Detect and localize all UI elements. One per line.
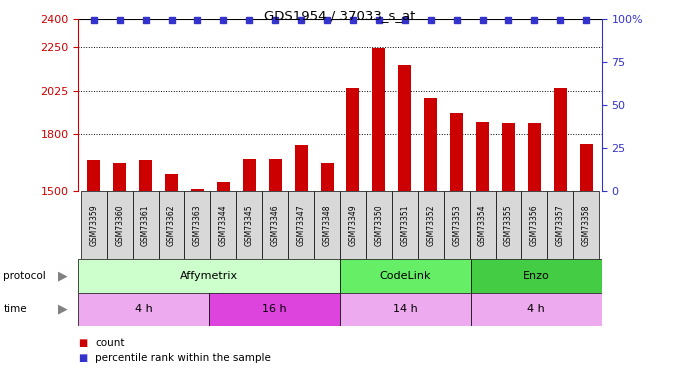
Bar [165, 174, 178, 191]
Text: percentile rank within the sample: percentile rank within the sample [95, 353, 271, 363]
Text: 14 h: 14 h [393, 304, 418, 314]
Text: GSM73353: GSM73353 [452, 204, 461, 246]
Text: GSM73363: GSM73363 [193, 204, 202, 246]
Bar [87, 160, 100, 191]
Bar [288, 191, 314, 259]
Bar [573, 191, 599, 259]
Bar [580, 144, 593, 191]
Bar [471, 259, 602, 292]
Text: GSM73362: GSM73362 [167, 204, 176, 246]
Text: GSM73354: GSM73354 [478, 204, 487, 246]
Bar [547, 191, 573, 259]
Bar [471, 292, 602, 326]
Text: Enzo: Enzo [523, 271, 549, 280]
Text: ▶: ▶ [58, 269, 68, 282]
Bar [366, 191, 392, 259]
Bar [470, 191, 496, 259]
Text: GSM73350: GSM73350 [375, 204, 384, 246]
Text: GSM73347: GSM73347 [296, 204, 305, 246]
Text: GSM73361: GSM73361 [141, 204, 150, 246]
Text: GSM73355: GSM73355 [504, 204, 513, 246]
Text: CodeLink: CodeLink [379, 271, 431, 280]
Text: GSM73351: GSM73351 [401, 204, 409, 246]
Bar [340, 259, 471, 292]
Bar [502, 123, 515, 191]
Bar [522, 191, 547, 259]
Bar [443, 191, 470, 259]
Text: 16 h: 16 h [262, 304, 287, 314]
Bar [113, 162, 126, 191]
Bar [243, 159, 256, 191]
Bar [184, 191, 210, 259]
Text: 4 h: 4 h [135, 304, 152, 314]
Bar [450, 112, 463, 191]
Bar [158, 191, 184, 259]
Bar [347, 88, 360, 191]
Bar [217, 182, 230, 191]
Text: count: count [95, 338, 124, 348]
Bar [269, 159, 282, 191]
Bar [237, 191, 262, 259]
Bar [424, 98, 437, 191]
Text: GSM73360: GSM73360 [115, 204, 124, 246]
Text: GSM73359: GSM73359 [89, 204, 98, 246]
Bar [554, 88, 567, 191]
Text: GSM73357: GSM73357 [556, 204, 565, 246]
Text: GSM73352: GSM73352 [426, 204, 435, 246]
Text: GDS1954 / 37033_s_at: GDS1954 / 37033_s_at [265, 9, 415, 22]
Text: protocol: protocol [3, 271, 46, 280]
Bar [373, 48, 386, 191]
Bar [107, 191, 133, 259]
Bar [398, 65, 411, 191]
Bar [314, 191, 340, 259]
Text: time: time [3, 304, 27, 314]
Bar [191, 189, 204, 191]
Bar [262, 191, 288, 259]
Bar [210, 191, 237, 259]
Bar [78, 292, 209, 326]
Bar [133, 191, 158, 259]
Bar [320, 164, 333, 191]
Text: ■: ■ [78, 338, 88, 348]
Text: GSM73344: GSM73344 [219, 204, 228, 246]
Bar [528, 123, 541, 191]
Text: GSM73356: GSM73356 [530, 204, 539, 246]
Text: Affymetrix: Affymetrix [180, 271, 238, 280]
Text: GSM73358: GSM73358 [582, 204, 591, 246]
Text: GSM73349: GSM73349 [348, 204, 358, 246]
Bar [139, 160, 152, 191]
Bar [392, 191, 418, 259]
Text: ■: ■ [78, 353, 88, 363]
Bar [209, 292, 340, 326]
Bar [81, 191, 107, 259]
Bar [294, 145, 307, 191]
Bar [340, 191, 366, 259]
Text: GSM73346: GSM73346 [271, 204, 279, 246]
Text: 4 h: 4 h [528, 304, 545, 314]
Bar [418, 191, 443, 259]
Bar [78, 259, 340, 292]
Bar [340, 292, 471, 326]
Text: ▶: ▶ [58, 303, 68, 316]
Bar [496, 191, 522, 259]
Bar [476, 122, 489, 191]
Text: GSM73348: GSM73348 [322, 204, 332, 246]
Text: GSM73345: GSM73345 [245, 204, 254, 246]
